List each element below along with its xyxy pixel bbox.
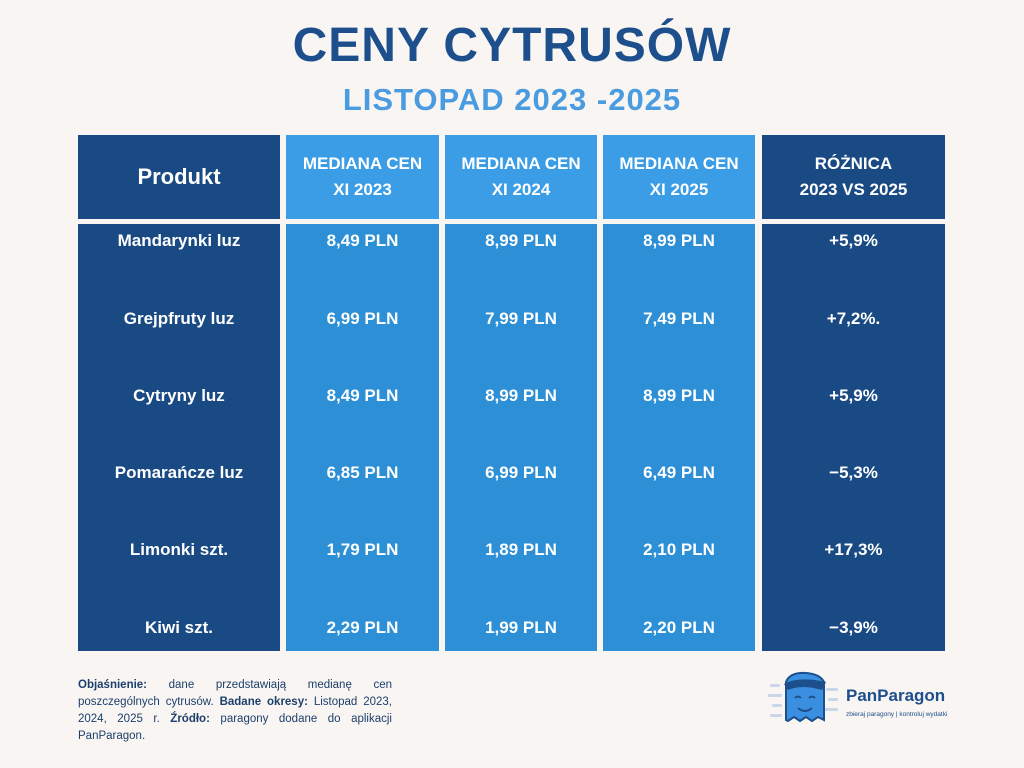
footnote-text: dane przedstawiają medianę cen poszczegó… (78, 679, 392, 708)
subtitle: LISTOPAD 2023 -2025 (342, 82, 682, 117)
footnote-label: Źródło: (170, 713, 210, 725)
column-header: MEDIANA CEN XI 2025 (603, 135, 755, 219)
value-cell: 6,99 PLN (485, 463, 557, 482)
footnote-label: Badane okresy: (219, 696, 308, 708)
column-header: Produkt (78, 135, 280, 219)
header-line: 2023 VS 2025 (799, 180, 908, 199)
value-cell: 8,49 PLN (326, 386, 399, 405)
value-cell: 2,20 PLN (643, 618, 715, 637)
product-cell: Mandarynki luz (117, 231, 241, 250)
value-cell: 6,49 PLN (643, 463, 715, 482)
column-header: RÓŻNICA 2023 VS 2025 (762, 135, 945, 219)
footnote-text: Listopad 2023, 2024, 2025 r. (78, 696, 393, 725)
value-cell: 1,89 PLN (485, 540, 557, 559)
logo-icon (768, 671, 838, 723)
value-cell: 1,99 PLN (485, 618, 557, 637)
header-line: MEDIANA CEN (461, 154, 581, 173)
logo-brand: PanParagon (846, 686, 946, 705)
value-cell: 8,99 PLN (485, 386, 557, 405)
logo-tagline: zbieraj paragony | kontroluj wydatki (846, 711, 948, 718)
product-cell: Pomarańcze luz (114, 463, 244, 482)
value-cell: 7,99 PLN (485, 309, 557, 328)
header-line: XI 2023 (333, 180, 392, 199)
value-cell: 6,99 PLN (326, 309, 399, 328)
header-line: XI 2025 (649, 180, 709, 199)
value-cell: 8,99 PLN (643, 231, 715, 250)
value-cell: 2,10 PLN (643, 540, 715, 559)
product-cell: Grejpfruty luz (123, 309, 235, 328)
value-cell: 8,99 PLN (643, 386, 715, 405)
value-cell: 7,49 PLN (643, 309, 715, 328)
value-cell: 8,99 PLN (485, 231, 557, 250)
column-header: MEDIANA CEN XI 2023 (286, 135, 439, 219)
value-cell: −5,3% (829, 463, 878, 482)
footnote-text: paragony dodane do aplikacji PanParagon. (78, 713, 392, 742)
column-header: MEDIANA CEN XI 2024 (445, 135, 597, 219)
value-cell: +5,9% (829, 386, 878, 405)
header-line: MEDIANA CEN (302, 154, 423, 173)
header-line: MEDIANA CEN (619, 154, 739, 173)
value-cell: +7,2%. (826, 309, 881, 328)
value-cell: 8,49 PLN (326, 231, 399, 250)
header-divider (78, 219, 945, 224)
value-cell: +5,9% (829, 231, 878, 250)
header-line: Produkt (137, 164, 221, 189)
footnote: Objaśnienie: dane przedstawiają medianę … (78, 677, 392, 745)
value-cell: 6,85 PLN (326, 463, 399, 482)
value-cell: 1,79 PLN (326, 540, 399, 559)
value-cell: −3,9% (829, 618, 878, 637)
title: CENY CYTRUSÓW (292, 19, 732, 72)
product-cell: Limonki szt. (129, 540, 229, 559)
product-cell: Cytryny luz (133, 386, 225, 405)
header-line: RÓŻNICA (814, 154, 893, 173)
header-line: XI 2024 (491, 180, 551, 199)
value-cell: +17,3% (824, 540, 883, 559)
footnote-label: Objaśnienie: (78, 679, 148, 691)
value-cell: 2,29 PLN (326, 618, 399, 637)
product-cell: Kiwi szt. (144, 618, 213, 637)
